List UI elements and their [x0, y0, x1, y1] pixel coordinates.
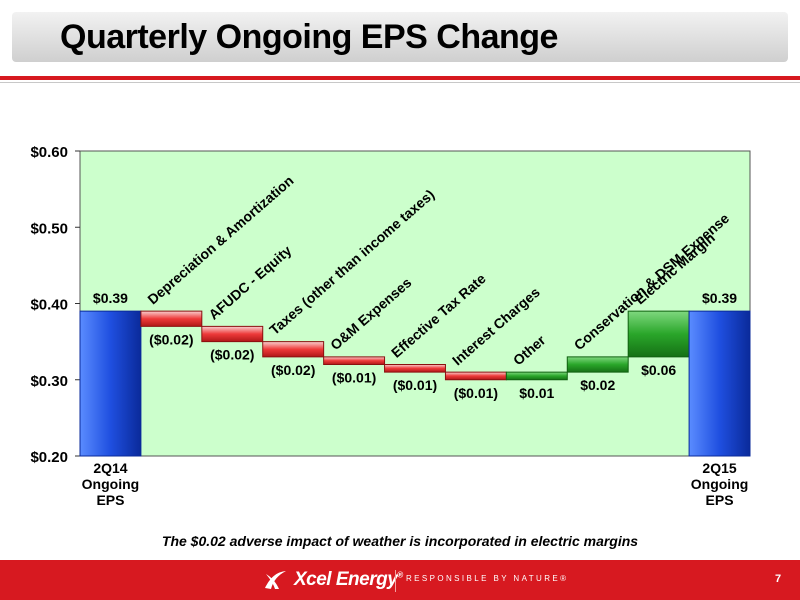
data-label: ($0.01): [332, 370, 376, 386]
category-label: 2Q15: [702, 460, 736, 476]
y-tick-label: $0.30: [30, 373, 68, 390]
brand-tagline: RESPONSIBLE BY NATURE®: [406, 574, 569, 583]
waterfall-bar: [323, 356, 386, 365]
y-tick-label: $0.50: [30, 220, 68, 237]
category-label: EPS: [96, 492, 124, 508]
waterfall-bar: [444, 371, 507, 381]
waterfall-chart: $0.20$0.30$0.40$0.50$0.60 $0.392Q14Ongoi…: [30, 144, 751, 508]
y-tick-label: $0.60: [30, 144, 68, 161]
waterfall-bar: [627, 310, 690, 358]
waterfall-bar: [505, 371, 568, 381]
header-subrule: [0, 82, 800, 83]
data-label: ($0.02): [271, 362, 315, 378]
y-tick-label: $0.40: [30, 297, 68, 314]
waterfall-bar: [262, 341, 325, 358]
category-label: 2Q14: [93, 460, 127, 476]
data-label: $0.01: [519, 385, 554, 401]
data-label: ($0.02): [149, 331, 193, 347]
data-label: $0.39: [702, 290, 737, 306]
waterfall-bar: [384, 364, 446, 373]
footnote: The $0.02 adverse impact of weather is i…: [161, 533, 639, 549]
page-number: 7: [775, 573, 782, 585]
waterfall-bar: [688, 310, 751, 457]
y-tick-label: $0.20: [30, 449, 68, 466]
plot-area: [79, 150, 751, 457]
category-label: Ongoing: [82, 476, 140, 492]
waterfall-bar: [201, 325, 264, 343]
data-label: $0.39: [93, 290, 128, 306]
waterfall-bar: [140, 310, 203, 327]
header-rule: [0, 76, 800, 80]
brand-logo: Xcel Energy®: [262, 568, 403, 592]
data-label: ($0.01): [454, 385, 498, 401]
brand-name: Xcel Energy®: [294, 569, 403, 590]
footer-divider: [395, 570, 396, 592]
page-title: Quarterly Ongoing EPS Change: [60, 18, 558, 56]
category-label: Ongoing: [691, 476, 749, 492]
title-bar: Quarterly Ongoing EPS Change: [12, 12, 788, 62]
data-label: ($0.01): [393, 377, 437, 393]
category-label: EPS: [706, 492, 734, 508]
waterfall-bar: [79, 310, 142, 457]
data-label: $0.02: [580, 377, 615, 393]
xcel-swoosh-icon: [265, 571, 286, 589]
footer-bar: Xcel Energy® RESPONSIBLE BY NATURE® 7: [0, 560, 800, 600]
waterfall-bar: [566, 356, 629, 373]
data-label: ($0.02): [210, 347, 254, 363]
data-label: $0.06: [641, 362, 676, 378]
